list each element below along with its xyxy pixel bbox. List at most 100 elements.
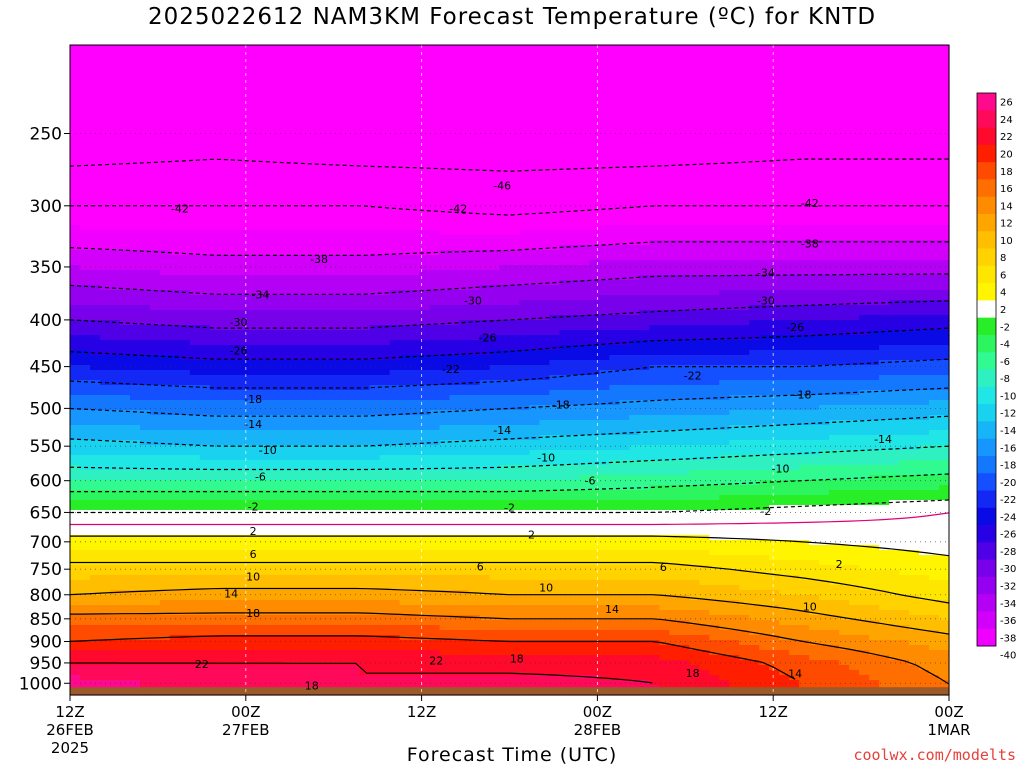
temperature-cell bbox=[729, 170, 740, 176]
temperature-cell bbox=[799, 60, 810, 66]
temperature-cell bbox=[639, 125, 650, 131]
temperature-cell bbox=[349, 140, 361, 146]
temperature-cell bbox=[639, 55, 650, 61]
temperature-cell bbox=[89, 90, 101, 96]
temperature-cell bbox=[829, 320, 840, 326]
temperature-cell bbox=[579, 160, 591, 166]
temperature-cell bbox=[859, 175, 870, 181]
temperature-cell bbox=[419, 160, 431, 166]
temperature-cell bbox=[329, 150, 341, 156]
temperature-cell bbox=[359, 245, 371, 251]
temperature-cell bbox=[509, 45, 521, 51]
temperature-cell bbox=[589, 220, 600, 226]
temperature-cell bbox=[479, 180, 491, 186]
temperature-cell bbox=[149, 130, 161, 136]
temperature-cell bbox=[929, 165, 940, 171]
temperature-cell bbox=[519, 75, 531, 81]
temperature-cell bbox=[299, 200, 311, 206]
temperature-cell bbox=[189, 255, 201, 261]
temperature-cell bbox=[479, 125, 491, 131]
temperature-cell bbox=[149, 215, 161, 221]
temperature-cell bbox=[749, 230, 760, 236]
temperature-cell bbox=[269, 105, 281, 111]
temperature-cell bbox=[159, 275, 171, 281]
temperature-cell bbox=[669, 75, 680, 81]
temperature-cell bbox=[789, 320, 800, 326]
temperature-cell bbox=[649, 315, 660, 321]
temperature-cell bbox=[449, 175, 461, 181]
temperature-cell bbox=[609, 320, 620, 326]
temperature-cell bbox=[199, 95, 211, 101]
temperature-cell bbox=[209, 220, 221, 226]
temperature-cell bbox=[849, 80, 860, 86]
temperature-cell bbox=[499, 165, 511, 171]
temperature-cell bbox=[279, 175, 291, 181]
temperature-cell bbox=[909, 50, 920, 56]
temperature-cell bbox=[489, 215, 501, 221]
temperature-cell bbox=[749, 110, 760, 116]
temperature-cell bbox=[279, 55, 291, 61]
temperature-cell bbox=[549, 105, 561, 111]
temperature-cell bbox=[259, 155, 271, 161]
temperature-cell bbox=[439, 320, 451, 326]
temperature-cell bbox=[189, 110, 201, 116]
temperature-cell bbox=[629, 250, 640, 256]
temperature-cell bbox=[519, 325, 531, 331]
temperature-cell bbox=[119, 95, 131, 101]
temperature-cell bbox=[829, 315, 840, 321]
temperature-cell bbox=[369, 245, 381, 251]
temperature-cell bbox=[749, 160, 760, 166]
temperature-cell bbox=[199, 280, 211, 286]
temperature-cell bbox=[419, 210, 431, 216]
temperature-cell bbox=[399, 110, 411, 116]
temperature-cell bbox=[819, 295, 830, 301]
temperature-cell bbox=[539, 65, 551, 71]
temperature-cell bbox=[389, 75, 401, 81]
temperature-cell bbox=[709, 175, 720, 181]
temperature-cell bbox=[889, 250, 900, 256]
temperature-cell bbox=[199, 60, 211, 66]
temperature-cell bbox=[189, 325, 201, 331]
temperature-cell bbox=[639, 290, 650, 296]
temperature-cell bbox=[70, 65, 81, 71]
temperature-cell bbox=[919, 300, 930, 306]
temperature-cell bbox=[549, 305, 561, 311]
temperature-cell bbox=[799, 295, 810, 301]
temperature-cell bbox=[919, 205, 930, 211]
temperature-cell bbox=[779, 165, 790, 171]
temperature-cell bbox=[589, 85, 600, 91]
temperature-cell bbox=[719, 45, 730, 51]
temperature-cell bbox=[119, 265, 131, 271]
temperature-cell bbox=[939, 195, 950, 201]
temperature-cell bbox=[249, 320, 261, 326]
temperature-cell bbox=[119, 140, 131, 146]
temperature-cell bbox=[559, 115, 571, 121]
temperature-cell bbox=[869, 75, 880, 81]
temperature-cell bbox=[299, 275, 311, 281]
temperature-cell bbox=[909, 110, 920, 116]
temperature-cell bbox=[929, 295, 940, 301]
temperature-cell bbox=[539, 135, 551, 141]
temperature-cell bbox=[839, 320, 850, 326]
temperature-cell bbox=[749, 155, 760, 161]
temperature-cell bbox=[549, 275, 561, 281]
temperature-cell bbox=[139, 145, 151, 151]
temperature-cell bbox=[239, 90, 251, 96]
temperature-cell bbox=[659, 145, 670, 151]
temperature-cell bbox=[569, 65, 581, 71]
temperature-cell bbox=[779, 90, 790, 96]
temperature-cell bbox=[189, 290, 201, 296]
temperature-cell bbox=[259, 95, 271, 101]
temperature-cell bbox=[809, 220, 820, 226]
temperature-cell bbox=[79, 280, 91, 286]
temperature-cell bbox=[299, 150, 311, 156]
temperature-cell bbox=[739, 70, 750, 76]
temperature-cell bbox=[779, 115, 790, 121]
temperature-cell bbox=[829, 185, 840, 191]
temperature-cell bbox=[169, 60, 181, 66]
temperature-cell bbox=[309, 305, 321, 311]
temperature-cell bbox=[549, 270, 561, 276]
temperature-cell bbox=[649, 110, 660, 116]
temperature-cell bbox=[399, 240, 411, 246]
temperature-cell bbox=[709, 95, 720, 101]
